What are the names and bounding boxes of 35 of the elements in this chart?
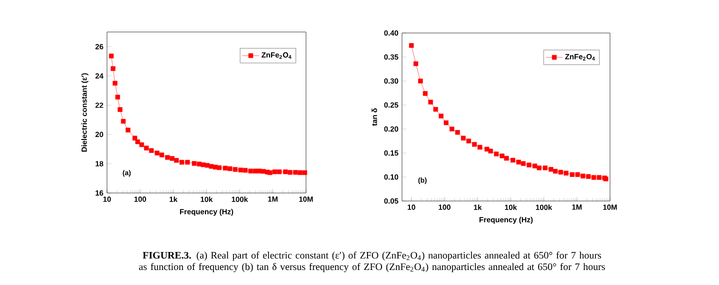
- point: [570, 172, 575, 177]
- point: [444, 120, 448, 126]
- point: [516, 160, 521, 164]
- point: [428, 100, 433, 104]
- point: [500, 154, 504, 158]
- point: [596, 175, 602, 180]
- point: [438, 114, 444, 118]
- text: FIGURE.3. (a) Real part of electric constant (ε′) of ZFO (ZnFe$_{2}$O$_{4}$) nanoparticles annealed at 650° for 7 hours as function of frequency (b) tan δ versus frequency of ZFO (ZnFe$_{2}$O$_{4}$) nanoparticles annealed at 650° for 7 hours: [139, 252, 605, 272]
- point: [526, 162, 532, 168]
- point: [478, 144, 482, 150]
- point: [472, 142, 477, 147]
- point: [558, 170, 564, 175]
- point: [418, 78, 423, 84]
- point: [532, 164, 538, 168]
- point: [433, 106, 438, 112]
- point: [504, 156, 509, 161]
- point: [536, 166, 542, 170]
- point: [548, 166, 554, 172]
- point: [455, 130, 460, 135]
- point: [466, 138, 472, 144]
- point: [586, 174, 591, 179]
- point: [564, 170, 568, 176]
- point: [520, 161, 526, 166]
- point: [460, 136, 466, 140]
- point: [450, 126, 454, 132]
- point: [553, 168, 558, 174]
- point: [413, 61, 418, 66]
- point: [510, 158, 516, 163]
- point: [575, 172, 580, 177]
- point: [580, 174, 586, 178]
- point: [488, 148, 493, 154]
- point: [591, 175, 596, 180]
- point: [494, 152, 499, 156]
- point: [542, 166, 548, 170]
- point: [422, 91, 428, 96]
